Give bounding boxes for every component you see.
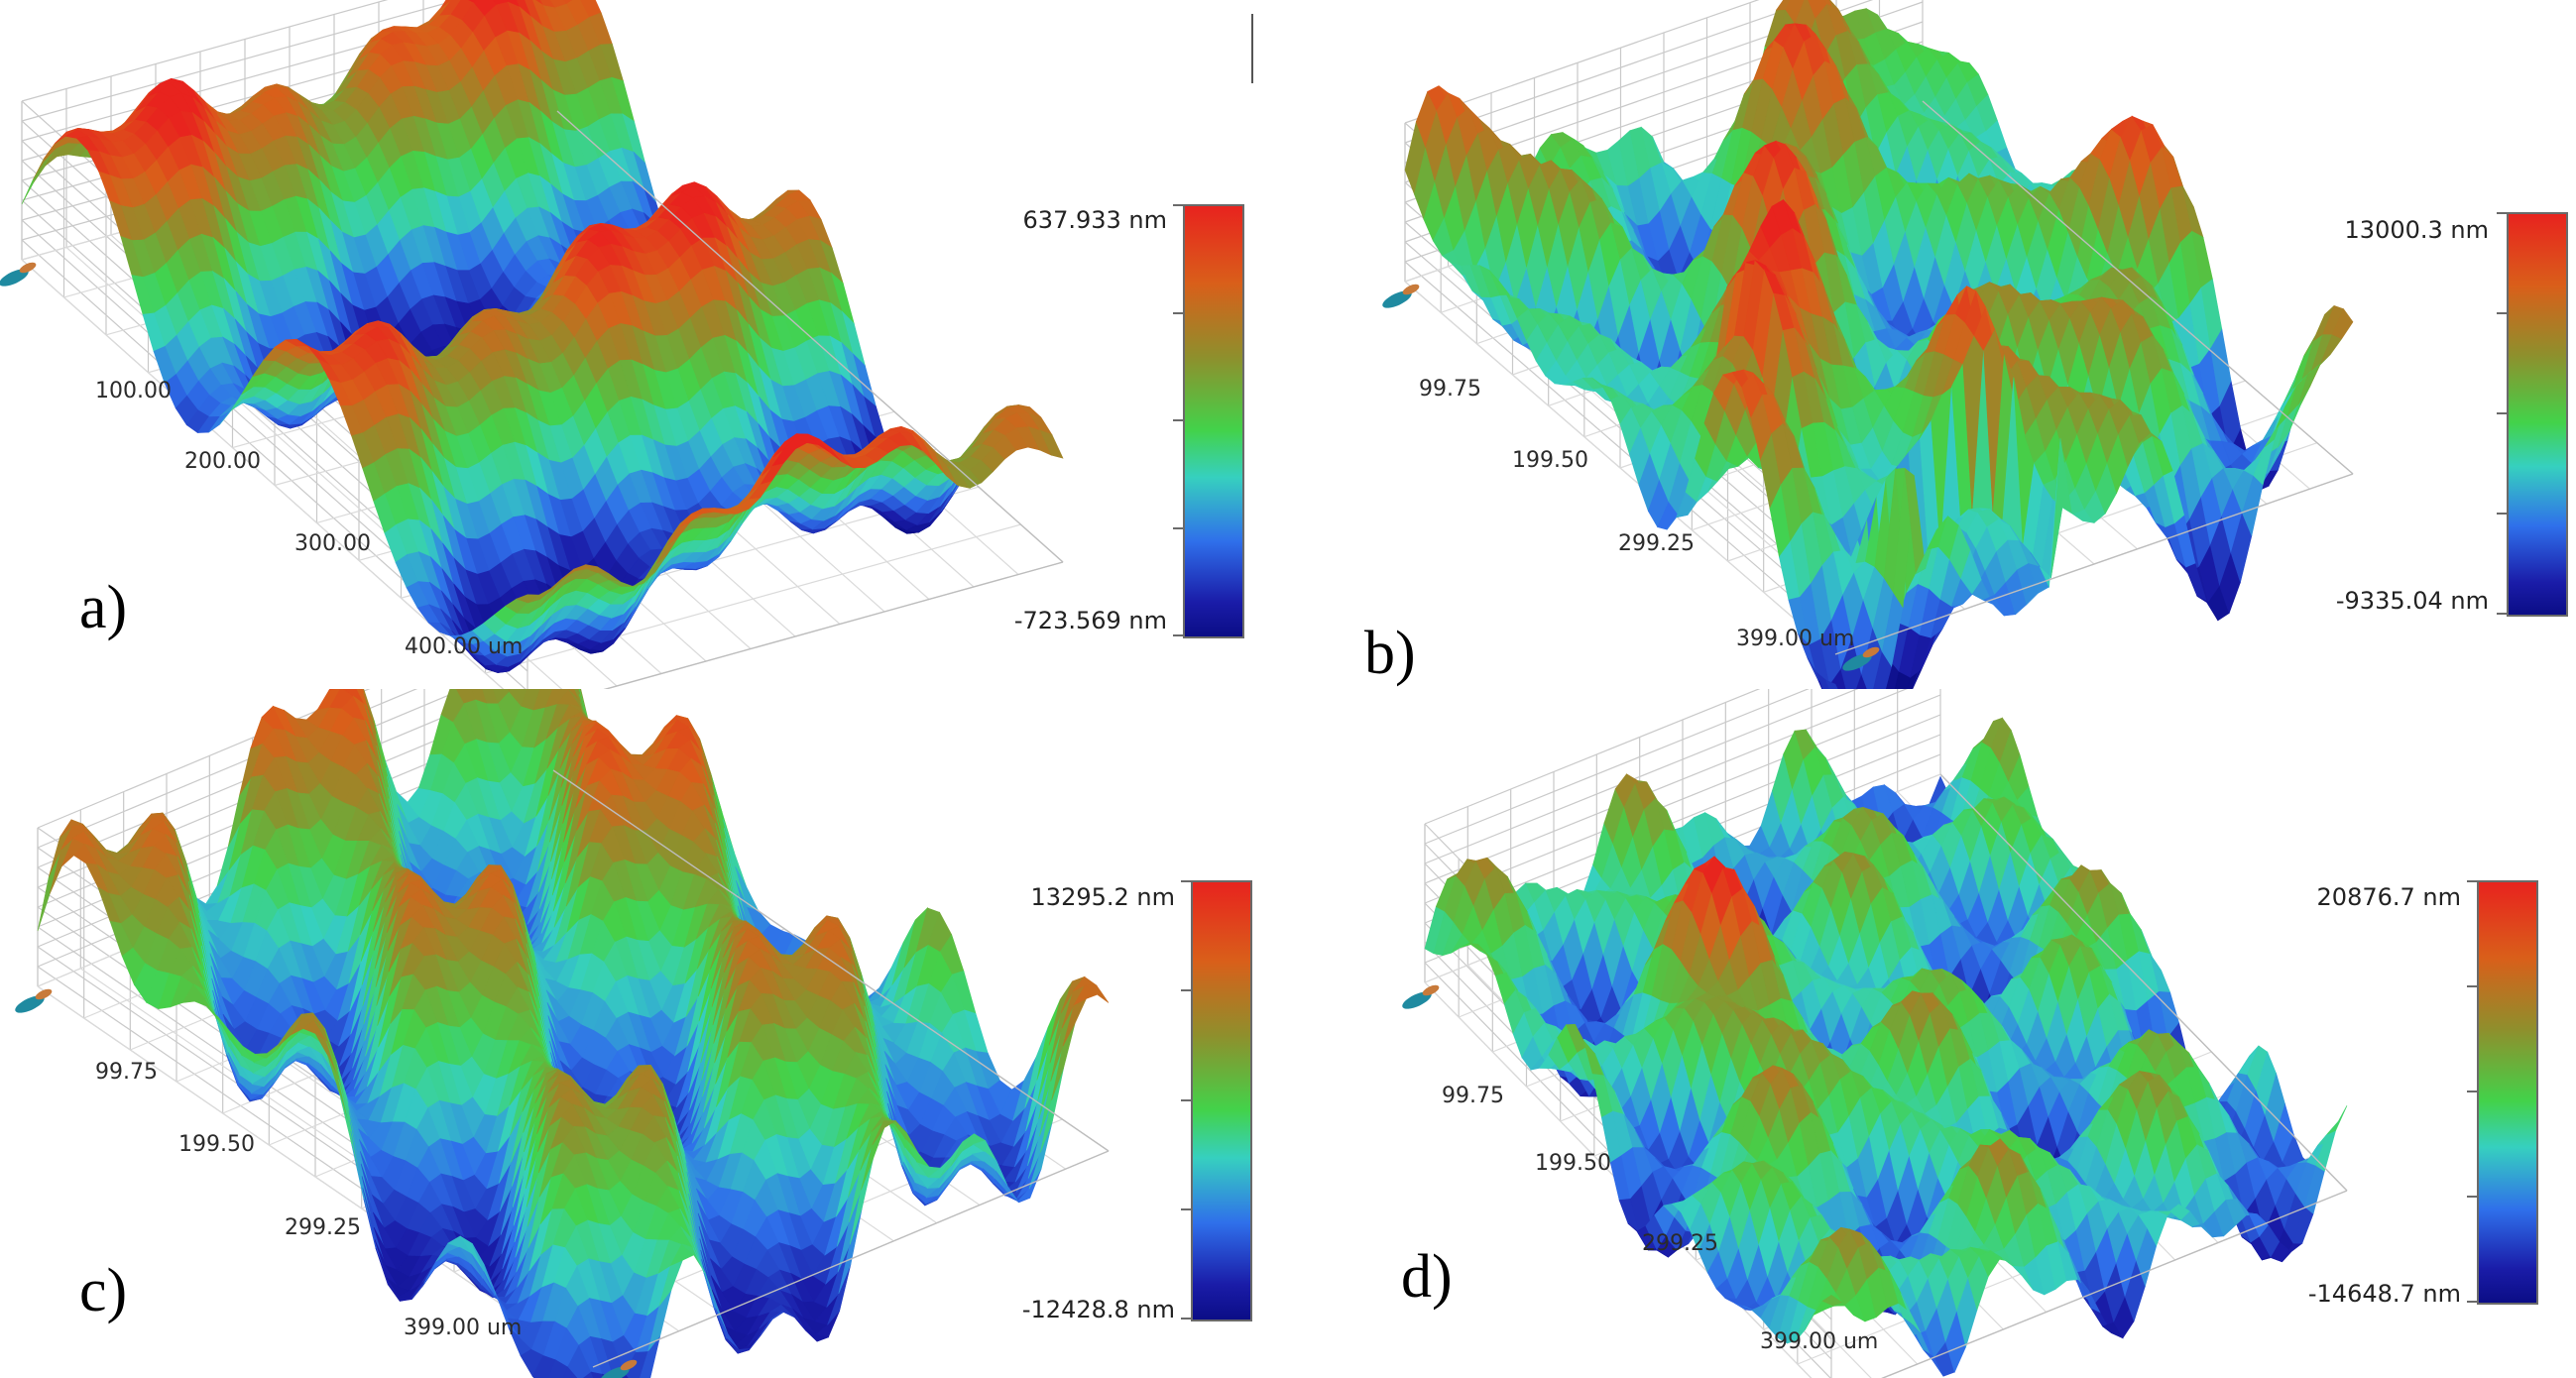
surface-panel-b: 99.75 199.50 299.25 399.00 um b) 13000.3… [1288, 0, 2576, 689]
surface-panel-d: 99.75 199.50 299.25 399.00 um d) 20876.7… [1288, 689, 2576, 1378]
colorbar-tick [1181, 1207, 1193, 1210]
axis-tick-3: 299.25 [285, 1215, 361, 1240]
panel-label-b: b) [1364, 620, 1416, 687]
surface-plot-a [0, 0, 1064, 689]
colorbar-a [1183, 204, 1244, 638]
surface-panel-c: 99.75 199.50 299.25 399.00 um c) 13295.2… [0, 689, 1288, 1378]
colorbar-tick [2467, 985, 2479, 987]
orientation-glyph [1402, 984, 1440, 1009]
colorbar-tick [1181, 1318, 1193, 1320]
separator-line [1251, 14, 1253, 83]
orientation-glyph [1382, 284, 1420, 308]
surface-panel-a: 100.00 200.00 300.00 400.00 um a) 637.93… [0, 0, 1288, 689]
front-edge [1881, 773, 2348, 1378]
colorbar-tick [1173, 204, 1185, 206]
axis-tick-1: 99.75 [1419, 377, 1481, 402]
axis-tick-2: 199.50 [178, 1132, 255, 1157]
height-surface [21, 0, 1064, 673]
colorbar-tick [1181, 989, 1193, 992]
axis-tick-4: 399.00 um [1736, 627, 1855, 651]
panel-label-c: c) [79, 1257, 128, 1324]
colorbar-min-label-b: -9335.04 nm [2335, 587, 2489, 615]
axis-tick-4: 399.00 um [404, 1316, 523, 1340]
axis-tick-1: 100.00 [95, 379, 172, 403]
colorbar-tick [2497, 312, 2509, 314]
axis-tick-4: 399.00 um [1760, 1329, 1879, 1354]
axis-tick-2: 199.50 [1535, 1151, 1611, 1176]
colorbar-max-label-a: 637.933 nm [1022, 206, 1167, 234]
surface-plot-c [15, 689, 1110, 1378]
colorbar-tick [1181, 1098, 1193, 1101]
front-edge [1834, 100, 2354, 655]
axis-tick-1: 99.75 [1442, 1084, 1504, 1108]
axis-tick-1: 99.75 [95, 1060, 158, 1085]
panel-label-d: d) [1401, 1243, 1453, 1311]
colorbar-tick [2467, 880, 2479, 882]
panel-label-a: a) [79, 574, 128, 641]
axis-tick-3: 300.00 [294, 531, 371, 556]
orientation-glyph [15, 988, 53, 1013]
colorbar-min-label-d: -14648.7 nm [2307, 1280, 2461, 1308]
colorbar-tick [2497, 412, 2509, 414]
colorbar-max-label-b: 13000.3 nm [2344, 216, 2489, 244]
axis-tick-4: 400.00 um [405, 634, 524, 659]
colorbar-tick [2467, 1091, 2479, 1092]
colorbar-tick [1173, 526, 1185, 529]
colorbar-max-label-c: 13295.2 nm [1030, 883, 1175, 911]
colorbar-tick [2467, 1196, 2479, 1198]
colorbar-tick [1181, 880, 1193, 882]
height-surface [1404, 0, 2354, 689]
surface-plot-d [1402, 689, 2348, 1378]
axis-tick-3: 299.25 [1642, 1231, 1718, 1256]
colorbar-tick [2497, 613, 2509, 615]
colorbar-min-label-c: -12428.8 nm [1021, 1296, 1175, 1323]
orientation-glyph [600, 1359, 638, 1378]
colorbar-max-label-d: 20876.7 nm [2316, 883, 2461, 911]
colorbar-tick [1173, 634, 1185, 636]
orientation-glyph [1842, 646, 1880, 671]
orientation-glyph [0, 262, 37, 287]
surface-plot-b [1382, 0, 2354, 689]
colorbar-tick [2497, 513, 2509, 515]
height-surface [1424, 717, 2348, 1377]
axis-tick-2: 200.00 [184, 449, 261, 474]
axis-tick-2: 199.50 [1512, 448, 1588, 473]
axis-tick-3: 299.25 [1618, 531, 1695, 556]
colorbar-b [2507, 212, 2568, 617]
height-surface [37, 689, 1110, 1378]
colorbar-c [1191, 880, 1252, 1321]
colorbar-tick [1173, 311, 1185, 314]
colorbar-tick [1173, 419, 1185, 421]
front-edge [552, 769, 1110, 1368]
colorbar-min-label-a: -723.569 nm [1013, 607, 1167, 634]
colorbar-tick [2467, 1301, 2479, 1303]
colorbar-tick [2497, 212, 2509, 214]
front-edge [556, 110, 1064, 689]
colorbar-d [2477, 880, 2538, 1305]
